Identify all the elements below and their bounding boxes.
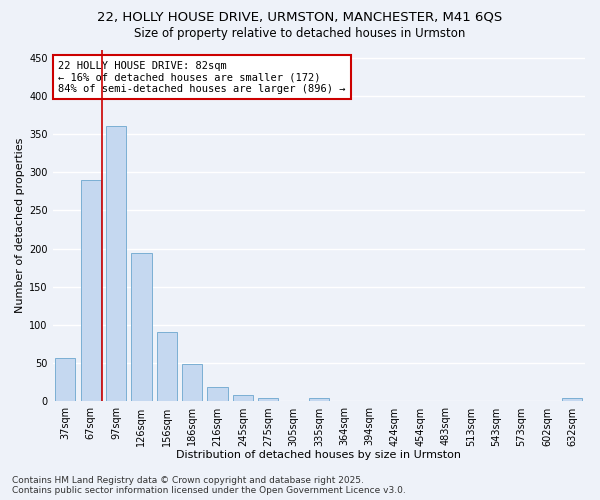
Bar [258, 398, 278, 402]
Text: 22 HOLLY HOUSE DRIVE: 82sqm
← 16% of detached houses are smaller (172)
84% of se: 22 HOLLY HOUSE DRIVE: 82sqm ← 16% of det… [58, 60, 346, 94]
Bar [308, 398, 329, 402]
Bar [55, 358, 76, 402]
Bar [157, 332, 177, 402]
Text: Size of property relative to detached houses in Urmston: Size of property relative to detached ho… [134, 28, 466, 40]
Bar [562, 398, 583, 402]
Y-axis label: Number of detached properties: Number of detached properties [15, 138, 25, 314]
Bar [106, 126, 126, 402]
Bar [80, 180, 101, 402]
Bar [182, 364, 202, 402]
X-axis label: Distribution of detached houses by size in Urmston: Distribution of detached houses by size … [176, 450, 461, 460]
Bar [131, 253, 152, 402]
Bar [233, 396, 253, 402]
Text: 22, HOLLY HOUSE DRIVE, URMSTON, MANCHESTER, M41 6QS: 22, HOLLY HOUSE DRIVE, URMSTON, MANCHEST… [97, 10, 503, 23]
Bar [207, 387, 227, 402]
Text: Contains HM Land Registry data © Crown copyright and database right 2025.
Contai: Contains HM Land Registry data © Crown c… [12, 476, 406, 495]
